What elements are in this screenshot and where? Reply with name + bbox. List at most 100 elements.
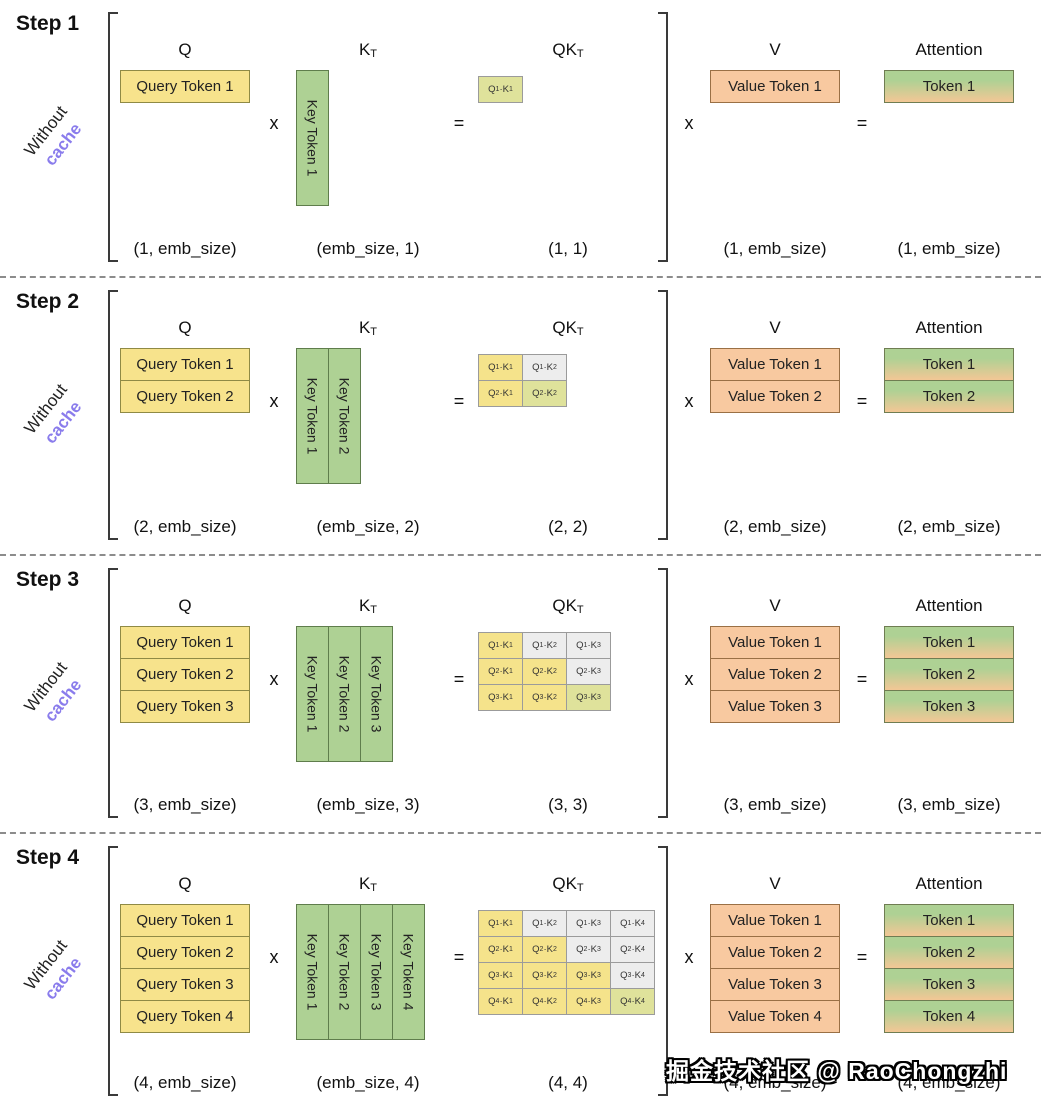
matrix-header-base: QK	[552, 874, 577, 893]
key-token-label: Key Token 2	[336, 655, 353, 733]
dims-label: (1, emb_size)	[723, 239, 827, 258]
value-token: Value Token 3	[710, 968, 840, 1001]
multiply-operator: x	[269, 668, 279, 689]
step-row: Q Query Token 1 Query Token 2 Query Token 3…	[0, 556, 1041, 818]
q-matrix-column: Q Query Token 1 (1, emb_size)	[118, 10, 252, 262]
matrix-header-base: K	[358, 318, 371, 337]
attention-token: Token 3	[884, 690, 1014, 723]
qk-grid-area: Q 1 ·K 1 Q 1 ·K 2 Q 1 ·K 3 Q 1 ·K 4 Q 2 ·K 1 Q 2 ·K 2 Q 2 ·K 3 Q 2 ·K 4…	[478, 904, 658, 1070]
matrix-header-base: QK	[552, 596, 577, 615]
equals-operator: =	[453, 946, 465, 967]
matrix-header: QK T	[478, 566, 658, 626]
qk-score-cell: Q 2 ·K 2	[522, 658, 567, 685]
transpose-superscript: T	[370, 326, 378, 338]
qk-grid-row: Q 2 ·K 1 Q 2 ·K 2	[478, 380, 567, 407]
qk-score-cell: Q 1 ·K 3	[566, 632, 611, 659]
qk-score-cell: Q 1 ·K 4	[610, 910, 655, 937]
qk-grid-row: Q 3 ·K 1 Q 3 ·K 2 Q 3 ·K 3	[478, 684, 611, 711]
qk-score-cell: Q 3 ·K 1	[478, 684, 523, 711]
qkt-matrix-column: QK T Q 1 ·K 1 Q 1 ·K 2 Q 1 ·K 3 Q 1 ·K 4 Q 2 ·K 1 Q 2 ·K 2 Q 2 ·K 3 Q 2…	[478, 844, 658, 1096]
kt-matrix-column: K T Key Token 1 Key Token 2 Key Token 3 Key T…	[296, 844, 440, 1096]
step-1: Step 1 Without cache Q Query Token 1 (1, emb_…	[0, 0, 1041, 276]
equals-operator: =	[453, 668, 465, 689]
step-2: Step 2 Without cache Q Query Token 1 Query To…	[0, 276, 1041, 554]
attention-token-stack: Token 1 Token 2 Token 3 Token 4	[884, 904, 1014, 1033]
key-token-label: Key Token 3	[368, 655, 385, 733]
q-token-stack: Query Token 1	[120, 70, 250, 103]
left-bracket	[108, 846, 118, 1096]
attention-token: Token 1	[884, 626, 1014, 659]
key-token: Key Token 1	[296, 348, 329, 484]
key-token: Key Token 4	[392, 904, 425, 1040]
multiply-operator: x	[684, 668, 694, 689]
matrix-header-base: K	[358, 40, 371, 59]
matrix-header: V	[710, 844, 840, 904]
matrix-header: V	[710, 10, 840, 70]
attention-token-stack: Token 1 Token 2 Token 3	[884, 626, 1014, 723]
attention-token: Token 3	[884, 968, 1014, 1001]
step-label: Step 3	[16, 568, 80, 591]
dims-label: (3, emb_size)	[897, 795, 1001, 814]
dims-label: (emb_size, 4)	[316, 1073, 420, 1092]
qk-grid-area: Q 1 ·K 1 Q 1 ·K 2 Q 1 ·K 3 Q 2 ·K 1 Q 2 ·K 2 Q 2 ·K 3 Q 3 ·K 1 Q 3 ·K 2…	[478, 626, 658, 792]
query-token: Query Token 3	[120, 968, 250, 1001]
matrix-header: V	[710, 288, 840, 348]
equals-operator: =	[856, 668, 868, 689]
dims-label: (3, emb_size)	[133, 795, 237, 814]
equals-operator: =	[453, 390, 465, 411]
dims-label: (emb_size, 3)	[316, 795, 420, 814]
watermark-text: 掘金技术社区 @ RaoChongzhi	[666, 1058, 1008, 1084]
key-token: Key Token 3	[360, 626, 393, 762]
matrix-header-base: K	[358, 596, 371, 615]
multiply-operator: x	[269, 390, 279, 411]
matrix-header: Attention	[884, 844, 1014, 904]
matrix-header-base: Q	[178, 874, 192, 893]
k-token-stack: Key Token 1 Key Token 2	[296, 348, 361, 484]
qk-grid-row: Q 1 ·K 1 Q 1 ·K 2	[478, 354, 567, 381]
qk-score-cell: Q 1 ·K 1	[478, 354, 523, 381]
transpose-superscript: T	[370, 48, 378, 60]
left-bracket	[108, 290, 118, 540]
qk-score-cell: Q 4 ·K 4	[610, 988, 655, 1015]
qk-score-cell: Q 3 ·K 3	[566, 684, 611, 711]
matrix-header-base: Attention	[915, 40, 983, 59]
qk-score-grid: Q 1 ·K 1 Q 1 ·K 2 Q 1 ·K 3 Q 1 ·K 4 Q 2 ·K 1 Q 2 ·K 2 Q 2 ·K 3 Q 2 ·K 4…	[478, 910, 655, 1015]
query-token: Query Token 4	[120, 1000, 250, 1033]
qk-score-cell: Q 2 ·K 2	[522, 936, 567, 963]
key-token-label: Key Token 1	[304, 655, 321, 733]
q-token-stack: Query Token 1 Query Token 2 Query Token 3	[120, 626, 250, 723]
value-token: Value Token 3	[710, 690, 840, 723]
value-token: Value Token 2	[710, 936, 840, 969]
matrix-header-base: V	[769, 40, 781, 59]
v-token-stack: Value Token 1 Value Token 2	[710, 348, 840, 413]
equals-operator: =	[856, 390, 868, 411]
matrix-header-base: V	[769, 874, 781, 893]
matrix-header: Attention	[884, 288, 1014, 348]
k-token-area: Key Token 1 Key Token 2	[296, 348, 440, 514]
key-token-label: Key Token 4	[400, 933, 417, 1011]
equals-operator: =	[856, 112, 868, 133]
qk-score-cell: Q 3 ·K 2	[522, 962, 567, 989]
matrix-header-base: Attention	[915, 874, 983, 893]
qk-score-cell: Q 1 ·K 1	[478, 76, 523, 103]
qk-grid-row: Q 2 ·K 1 Q 2 ·K 2 Q 2 ·K 3 Q 2 ·K 4	[478, 936, 655, 963]
value-token: Value Token 2	[710, 658, 840, 691]
matrix-header-base: QK	[552, 318, 577, 337]
qk-grid-row: Q 2 ·K 1 Q 2 ·K 2 Q 2 ·K 3	[478, 658, 611, 685]
right-bracket	[658, 12, 668, 262]
k-token-stack: Key Token 1 Key Token 2 Key Token 3 Key Tok…	[296, 904, 425, 1040]
attention-token: Token 1	[884, 348, 1014, 381]
key-token-label: Key Token 3	[368, 933, 385, 1011]
q-token-stack: Query Token 1 Query Token 2	[120, 348, 250, 413]
q-matrix-column: Q Query Token 1 Query Token 2 Query Token 3…	[118, 844, 252, 1096]
qk-score-cell: Q 1 ·K 1	[478, 632, 523, 659]
qk-score-grid: Q 1 ·K 1	[478, 76, 523, 103]
kt-matrix-column: K T Key Token 1 Key Token 2 Key Token 3 (emb_…	[296, 566, 440, 818]
qk-score-cell: Q 2 ·K 3	[566, 658, 611, 685]
key-token-label: Key Token 1	[304, 933, 321, 1011]
key-token-label: Key Token 1	[304, 377, 321, 455]
equals-operator: =	[856, 946, 868, 967]
qk-score-cell: Q 2 ·K 1	[478, 936, 523, 963]
